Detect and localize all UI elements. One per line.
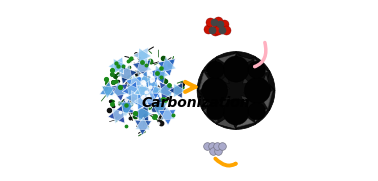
Polygon shape (131, 90, 144, 105)
Polygon shape (218, 54, 236, 66)
Polygon shape (198, 72, 212, 90)
Polygon shape (218, 81, 229, 90)
Polygon shape (119, 102, 135, 116)
Polygon shape (236, 115, 254, 127)
Polygon shape (132, 104, 149, 123)
Polygon shape (148, 84, 162, 98)
Polygon shape (226, 99, 236, 111)
Polygon shape (169, 83, 182, 98)
Polygon shape (119, 66, 137, 84)
Polygon shape (206, 60, 220, 75)
Circle shape (245, 77, 271, 104)
Polygon shape (113, 59, 127, 73)
Polygon shape (174, 84, 186, 97)
Polygon shape (160, 82, 177, 101)
Polygon shape (143, 90, 158, 102)
Polygon shape (236, 98, 243, 105)
Polygon shape (149, 65, 166, 84)
Polygon shape (125, 76, 142, 92)
Polygon shape (130, 75, 144, 89)
Polygon shape (224, 97, 229, 102)
Polygon shape (217, 116, 236, 129)
Polygon shape (254, 58, 268, 73)
Polygon shape (157, 82, 172, 98)
Polygon shape (137, 85, 150, 98)
Polygon shape (218, 90, 225, 100)
Polygon shape (135, 117, 150, 130)
FancyArrowPatch shape (215, 159, 235, 166)
Polygon shape (134, 81, 150, 96)
Polygon shape (108, 105, 125, 123)
Polygon shape (132, 60, 151, 78)
Polygon shape (112, 81, 128, 96)
Polygon shape (236, 113, 255, 128)
Polygon shape (159, 110, 176, 125)
Circle shape (223, 56, 249, 82)
Polygon shape (254, 109, 268, 123)
Circle shape (197, 52, 275, 129)
Polygon shape (150, 96, 169, 113)
Polygon shape (161, 57, 176, 72)
Polygon shape (135, 94, 147, 108)
Polygon shape (236, 55, 254, 64)
Polygon shape (138, 106, 152, 122)
Polygon shape (154, 65, 169, 81)
Polygon shape (144, 75, 158, 88)
Circle shape (201, 77, 228, 104)
Polygon shape (241, 96, 249, 104)
Polygon shape (243, 77, 249, 84)
Circle shape (207, 61, 224, 79)
Text: Carbonization: Carbonization (142, 96, 251, 110)
Polygon shape (142, 93, 159, 108)
Polygon shape (152, 102, 167, 116)
Polygon shape (138, 48, 151, 63)
Polygon shape (203, 109, 218, 124)
Circle shape (248, 61, 265, 79)
Polygon shape (102, 86, 115, 98)
Polygon shape (133, 47, 148, 64)
Polygon shape (100, 81, 115, 96)
Polygon shape (116, 96, 135, 113)
Circle shape (248, 102, 265, 120)
Polygon shape (218, 54, 236, 67)
Polygon shape (125, 90, 141, 107)
Polygon shape (262, 90, 272, 109)
Polygon shape (138, 73, 151, 88)
Polygon shape (109, 84, 128, 101)
Polygon shape (161, 107, 175, 120)
Polygon shape (141, 77, 158, 93)
Circle shape (223, 99, 249, 125)
Polygon shape (201, 90, 210, 108)
Polygon shape (199, 72, 212, 90)
Polygon shape (204, 108, 218, 123)
Polygon shape (138, 92, 153, 110)
Polygon shape (108, 57, 124, 74)
Polygon shape (127, 84, 141, 98)
Polygon shape (144, 81, 160, 98)
Polygon shape (122, 81, 138, 98)
Polygon shape (197, 52, 275, 129)
Polygon shape (113, 108, 127, 123)
Polygon shape (262, 73, 271, 90)
Polygon shape (243, 90, 251, 98)
Polygon shape (135, 120, 152, 135)
Polygon shape (248, 80, 257, 90)
Circle shape (207, 102, 224, 120)
Polygon shape (220, 75, 229, 84)
Polygon shape (252, 59, 268, 75)
Polygon shape (226, 72, 236, 81)
Polygon shape (236, 76, 243, 81)
Polygon shape (158, 59, 175, 76)
FancyArrowPatch shape (255, 43, 266, 67)
Polygon shape (117, 65, 132, 81)
Polygon shape (133, 71, 149, 88)
Polygon shape (260, 90, 273, 109)
Polygon shape (136, 58, 152, 73)
